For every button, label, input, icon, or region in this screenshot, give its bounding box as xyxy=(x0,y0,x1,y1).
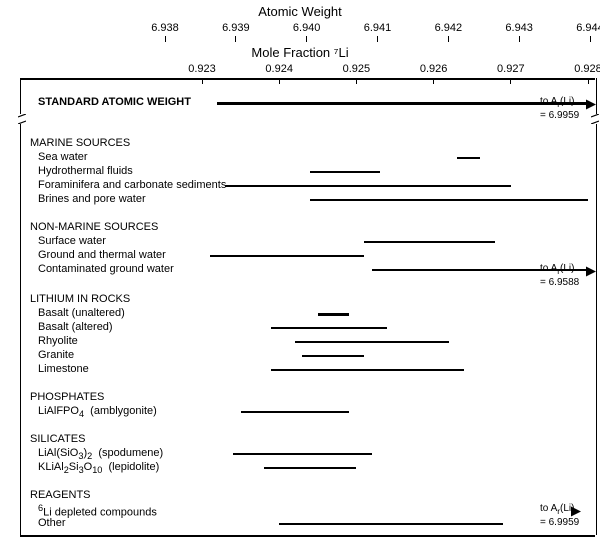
range-bar xyxy=(310,199,588,202)
top-axis-tick xyxy=(519,36,520,42)
range-bar xyxy=(264,467,357,470)
axis-break xyxy=(18,114,26,122)
group-label: LITHIUM IN ROCKS xyxy=(30,293,130,305)
item-label: Sea water xyxy=(38,151,88,163)
axis-title-atomic-weight: Atomic Weight xyxy=(0,4,600,19)
group-label: SILICATES xyxy=(30,433,85,445)
range-bar xyxy=(318,313,349,316)
item-label: Contaminated ground water xyxy=(38,263,174,275)
axis-break xyxy=(591,114,599,122)
item-label: STANDARD ATOMIC WEIGHT xyxy=(38,96,191,108)
second-axis-tick-label: 0.926 xyxy=(420,63,448,75)
second-axis-tick-label: 0.923 xyxy=(188,63,216,75)
second-axis-tick-label: 0.925 xyxy=(343,63,371,75)
second-axis-tick-label: 0.924 xyxy=(265,63,293,75)
item-label: Hydrothermal fluids xyxy=(38,165,133,177)
top-axis-tick xyxy=(590,36,591,42)
item-label: LiAl(SiO3)2 (spodumene) xyxy=(38,447,163,461)
item-label: Limestone xyxy=(38,363,89,375)
top-axis-tick xyxy=(235,36,236,42)
range-bar xyxy=(271,369,464,372)
item-label: Basalt (altered) xyxy=(38,321,113,333)
range-note: to Ar(Li)= 6.9588 xyxy=(540,263,579,288)
top-axis-tick-label: 6.938 xyxy=(151,22,179,34)
frame-bottom xyxy=(20,535,595,537)
range-bar xyxy=(302,355,364,358)
range-note: to Ar(Li)= 6.9959 xyxy=(540,503,579,528)
item-label: LiAlFPO4 (amblygonite) xyxy=(38,405,157,419)
top-axis-tick-label: 6.942 xyxy=(435,22,463,34)
top-axis-tick xyxy=(377,36,378,42)
group-label: REAGENTS xyxy=(30,489,91,501)
top-axis-tick-label: 6.943 xyxy=(505,22,533,34)
group-label: PHOSPHATES xyxy=(30,391,104,403)
item-label: Basalt (unaltered) xyxy=(38,307,125,319)
range-bar xyxy=(295,341,449,344)
range-bar xyxy=(364,241,495,244)
item-label: Brines and pore water xyxy=(38,193,146,205)
range-bar xyxy=(457,157,480,160)
range-bar xyxy=(241,411,349,414)
range-bar xyxy=(310,171,379,174)
range-bar xyxy=(210,255,364,258)
lithium-isotope-chart: Atomic Weight 6.938 6.939 6.940 6.941 6.942 6.… xyxy=(0,0,600,543)
range-bar xyxy=(225,185,511,188)
top-axis-tick-label: 6.940 xyxy=(293,22,321,34)
item-label: Ground and thermal water xyxy=(38,249,166,261)
item-label: KLiAl2Si3O10 (lepidolite) xyxy=(38,461,159,475)
axis-title-mole-fraction: Mole Fraction ⁷Li xyxy=(0,45,600,60)
second-axis-tick-label: 0.927 xyxy=(497,63,525,75)
group-label: NON-MARINE SOURCES xyxy=(30,221,158,233)
top-axis-tick-label: 6.941 xyxy=(364,22,392,34)
top-axis-tick xyxy=(165,36,166,42)
top-axis-tick xyxy=(306,36,307,42)
item-label: Granite xyxy=(38,349,74,361)
arrow-icon xyxy=(586,100,596,110)
range-bar xyxy=(233,453,372,456)
item-label: Foraminifera and carbonate sediments xyxy=(38,179,226,191)
top-axis-tick xyxy=(448,36,449,42)
second-axis-tick-label: 0.928 xyxy=(574,63,600,75)
range-note: to Ar(Li)= 6.9959 xyxy=(540,96,579,121)
top-axis-tick-label: 6.939 xyxy=(222,22,250,34)
arrow-icon xyxy=(586,267,596,277)
item-label: Rhyolite xyxy=(38,335,78,347)
range-bar xyxy=(279,523,503,526)
range-bar xyxy=(271,327,387,330)
item-label: Surface water xyxy=(38,235,106,247)
item-label: Other xyxy=(38,517,66,529)
group-label: MARINE SOURCES xyxy=(30,137,130,149)
top-axis-tick-label: 6.944 xyxy=(576,22,600,34)
range-bar xyxy=(217,102,588,105)
